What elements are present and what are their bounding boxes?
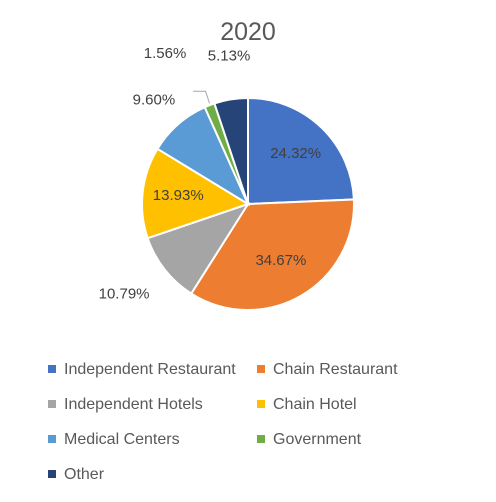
data-label-chain-restaurant: 34.67% — [255, 252, 306, 269]
legend-item-independent-restaurant: Independent Restaurant — [48, 360, 236, 380]
legend-swatch-chain-restaurant — [257, 364, 265, 373]
data-label-independent-restaurant: 24.32% — [270, 145, 321, 162]
data-label-government: 1.56% — [144, 45, 187, 62]
legend-label-independent-hotels: Independent Hotels — [64, 396, 203, 413]
legend-item-other: Other — [48, 465, 104, 485]
legend-label-chain-hotel: Chain Hotel — [273, 396, 357, 413]
legend-swatch-other — [48, 469, 56, 478]
legend-swatch-medical-centers — [48, 434, 56, 443]
pie-slice-independent-hotels — [146, 202, 251, 295]
legend-item-government: Government — [257, 430, 361, 450]
legend-label-independent-restaurant: Independent Restaurant — [64, 361, 236, 378]
data-label-medical-centers: 9.60% — [133, 92, 176, 109]
data-label-other: 5.13% — [208, 48, 251, 65]
pie-slice-chain-restaurant — [189, 198, 355, 311]
chart-title: 2020 — [220, 18, 276, 46]
legend-swatch-independent-hotels — [48, 399, 56, 408]
legend-label-other: Other — [64, 466, 105, 483]
data-label-independent-hotels: 10.79% — [99, 286, 150, 303]
legend-label-chain-restaurant: Chain Restaurant — [273, 361, 398, 378]
data-label-chain-hotel: 13.93% — [153, 187, 204, 204]
legend-swatch-independent-restaurant — [48, 364, 56, 373]
legend-swatch-government — [257, 434, 265, 443]
legend-swatch-chain-hotel — [257, 399, 265, 408]
legend-item-medical-centers: Medical Centers — [48, 430, 180, 450]
legend-item-chain-hotel: Chain Hotel — [257, 395, 357, 415]
legend-item-chain-restaurant: Chain Restaurant — [257, 360, 398, 380]
pie-slice-independent-restaurant — [247, 96, 355, 206]
legend-label-medical-centers: Medical Centers — [64, 431, 180, 448]
leader-line-government — [193, 90, 211, 104]
pie-slice-other — [213, 96, 249, 205]
legend-label-government: Government — [273, 431, 362, 448]
pie-slice-chain-hotel — [141, 147, 251, 240]
legend-item-independent-hotels: Independent Hotels — [48, 395, 203, 415]
